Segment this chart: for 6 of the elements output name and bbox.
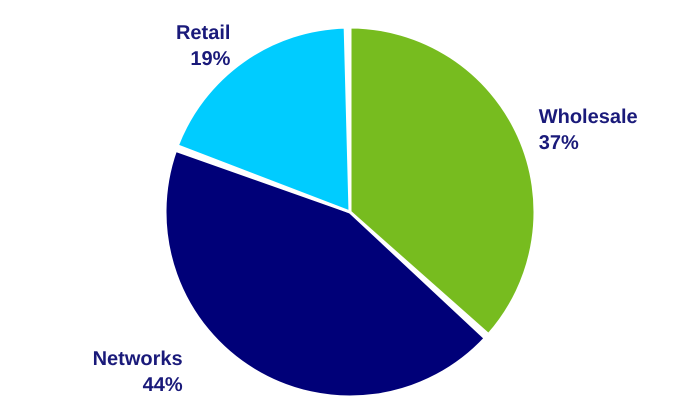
data-label: 37% (538, 132, 580, 154)
data-label: 44% (142, 374, 183, 396)
slice-label: Networks (92, 348, 183, 370)
data-label: 19% (190, 48, 231, 70)
slice-label: Retail (176, 22, 230, 44)
slice-label: Wholesale (538, 106, 638, 128)
